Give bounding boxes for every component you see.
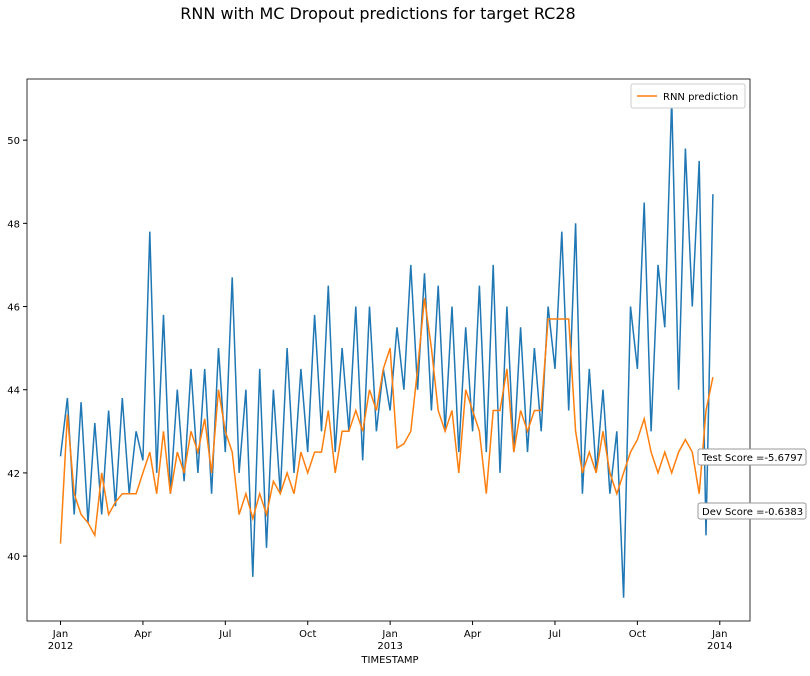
y-tick-label: 46: [7, 303, 20, 314]
x-tick-label: Jan: [381, 629, 397, 640]
annotation-box: [697, 502, 807, 520]
y-tick-label: 44: [7, 386, 20, 397]
x-tick-label: Jul: [218, 629, 231, 640]
x-tick-label: Oct: [629, 629, 646, 640]
x-tick-label: Oct: [299, 629, 316, 640]
x-tick-label: Jan: [711, 629, 727, 640]
chart-title: RNN with MC Dropout predictions for targ…: [180, 4, 575, 23]
annotation-box: [697, 448, 807, 466]
x-tick-label: Apr: [464, 629, 482, 640]
annotation-text: Dev Score =-0.6383: [702, 507, 803, 518]
annotation: Dev Score =-0.6383: [697, 502, 807, 520]
x-tick-label: Jul: [548, 629, 561, 640]
x-year-label: 2014: [707, 641, 732, 652]
x-tick-label: Apr: [134, 629, 152, 640]
x-year-label: 2013: [377, 641, 402, 652]
legend: RNN prediction: [630, 83, 746, 109]
y-tick-label: 40: [7, 552, 20, 563]
y-tick-label: 42: [7, 469, 20, 480]
legend-box: [630, 83, 746, 109]
x-year-label: 2012: [48, 641, 73, 652]
y-tick-label: 48: [7, 219, 20, 230]
annotation: Test Score =-5.6797: [697, 448, 807, 466]
series-line: [59, 98, 714, 598]
x-axis-label: TIMESTAMP: [360, 655, 418, 666]
series-line: [59, 298, 714, 544]
axes-frame: [26, 78, 751, 622]
x-tick-label: Jan: [52, 629, 68, 640]
annotation-text: Test Score =-5.6797: [701, 453, 803, 464]
legend-label: RNN prediction: [663, 92, 738, 103]
y-tick-label: 50: [7, 136, 20, 147]
